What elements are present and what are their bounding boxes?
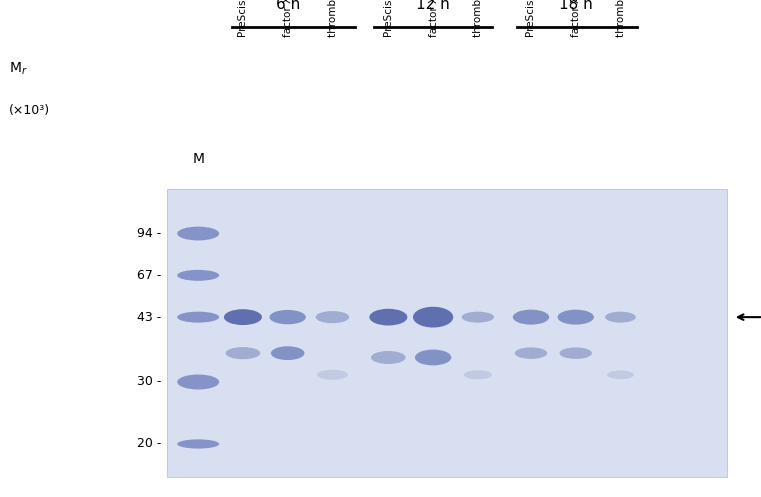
Ellipse shape <box>605 312 636 323</box>
Text: thrombin (22 °C): thrombin (22 °C) <box>473 0 482 37</box>
Ellipse shape <box>271 346 304 360</box>
Text: PreScission (4 °C): PreScission (4 °C) <box>238 0 248 37</box>
Text: factor Xa (12 °C): factor Xa (12 °C) <box>282 0 293 37</box>
Ellipse shape <box>177 439 219 449</box>
Ellipse shape <box>177 312 219 323</box>
Text: 30 -: 30 - <box>137 376 161 389</box>
Ellipse shape <box>224 309 262 325</box>
Text: PreScission (4 °C): PreScission (4 °C) <box>526 0 536 37</box>
Ellipse shape <box>413 307 454 328</box>
Ellipse shape <box>177 270 219 281</box>
Text: (×10³): (×10³) <box>9 104 50 117</box>
Ellipse shape <box>464 370 492 379</box>
Ellipse shape <box>316 311 349 323</box>
Text: factor Xa (12 °C): factor Xa (12 °C) <box>571 0 581 37</box>
Text: PreScission (4 °C): PreScission (4 °C) <box>384 0 393 37</box>
Bar <box>167 189 727 477</box>
Text: M: M <box>193 153 204 166</box>
Text: 6 h: 6 h <box>275 0 300 12</box>
Ellipse shape <box>415 349 451 365</box>
Ellipse shape <box>177 227 219 241</box>
Text: 12 h: 12 h <box>416 0 450 12</box>
Text: M$_r$: M$_r$ <box>9 61 27 77</box>
Text: factor Xa (12 °C): factor Xa (12 °C) <box>428 0 438 37</box>
Ellipse shape <box>513 310 549 325</box>
Ellipse shape <box>269 310 306 325</box>
Ellipse shape <box>177 375 219 390</box>
Text: 67 -: 67 - <box>137 269 161 282</box>
Ellipse shape <box>225 347 260 359</box>
Text: thrombin (22 °C): thrombin (22 °C) <box>616 0 626 37</box>
Text: 94 -: 94 - <box>137 227 161 240</box>
Text: 20 -: 20 - <box>137 437 161 450</box>
Ellipse shape <box>371 351 406 364</box>
Text: thrombin (22 °C): thrombin (22 °C) <box>327 0 337 37</box>
Ellipse shape <box>558 310 594 325</box>
Ellipse shape <box>514 347 547 359</box>
Ellipse shape <box>369 309 407 326</box>
Text: 43 -: 43 - <box>137 311 161 324</box>
Text: 18 h: 18 h <box>559 0 593 12</box>
Ellipse shape <box>317 370 348 380</box>
Ellipse shape <box>607 370 634 379</box>
Ellipse shape <box>559 347 592 359</box>
Ellipse shape <box>462 312 494 323</box>
